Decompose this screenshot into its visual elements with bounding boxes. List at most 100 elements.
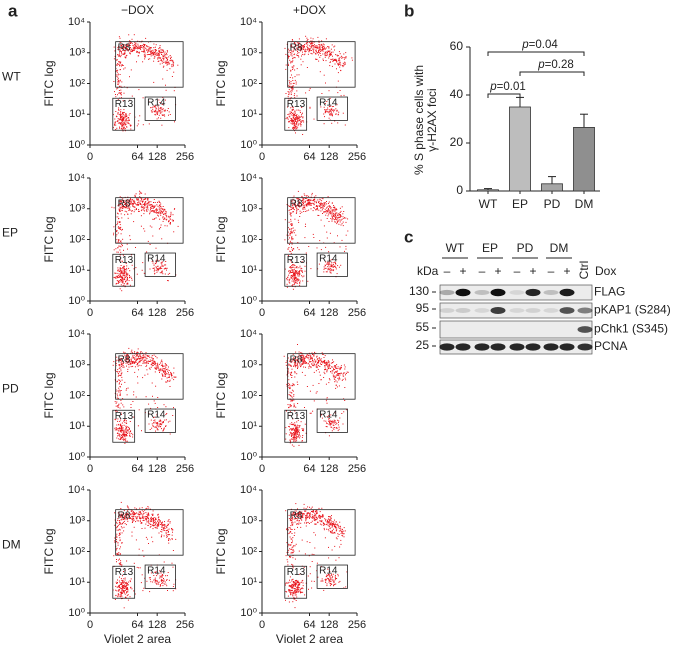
panel-label: c [404, 227, 413, 246]
event-dot [288, 221, 290, 223]
event-dot [138, 45, 140, 47]
event-dot [333, 242, 335, 244]
event-dot [132, 202, 134, 204]
event-dot [169, 68, 171, 70]
event-dot [154, 426, 156, 428]
event-dot [308, 42, 310, 44]
event-dot [123, 530, 125, 532]
event-dot [289, 240, 291, 242]
event-dot [290, 229, 292, 231]
event-dot [120, 206, 122, 208]
event-dot [135, 353, 137, 355]
event-dot [323, 44, 325, 46]
event-dot [132, 518, 134, 520]
event-dot [138, 357, 140, 359]
event-dot [295, 351, 297, 353]
event-dot [292, 40, 294, 42]
event-dot [333, 109, 335, 111]
event-dot [163, 65, 165, 67]
event-dot [153, 270, 155, 272]
event-dot [125, 425, 127, 427]
event-dot [290, 387, 291, 389]
event-dot [331, 215, 333, 217]
event-dot [335, 366, 337, 368]
gate-label: R8 [118, 510, 131, 521]
event-dot [123, 270, 125, 272]
event-dot [149, 58, 151, 60]
event-dot [124, 116, 126, 118]
event-dot [331, 525, 333, 527]
event-dot [127, 591, 129, 593]
event-dot [324, 112, 326, 114]
event-dot [296, 439, 298, 441]
event-dot [293, 264, 295, 266]
event-dot [171, 529, 173, 531]
event-dot [120, 375, 122, 377]
event-dot [124, 122, 126, 124]
event-dot [335, 387, 337, 389]
event-dot [129, 113, 131, 114]
event-dot [117, 586, 119, 588]
event-dot [293, 209, 295, 211]
event-dot [313, 355, 315, 357]
event-dot [119, 123, 121, 125]
event-dot [156, 54, 158, 56]
event-dot [155, 267, 157, 269]
event-dot [136, 125, 138, 127]
event-dot [298, 118, 300, 120]
event-dot [165, 381, 167, 383]
event-dot [115, 94, 116, 95]
event-dot [136, 353, 138, 355]
event-dot [297, 273, 299, 275]
event-dot [153, 211, 155, 213]
event-dot [291, 444, 293, 446]
event-dot [339, 61, 341, 63]
event-dot [291, 201, 293, 203]
event-dot [170, 59, 172, 61]
event-dot [148, 46, 150, 48]
event-dot [118, 80, 120, 82]
event-dot [122, 581, 124, 583]
event-dot [331, 114, 333, 116]
event-dot [122, 124, 124, 126]
event-dot [131, 531, 133, 533]
event-dot [172, 64, 174, 66]
event-dot [161, 271, 163, 273]
gate-label: R13 [287, 99, 306, 110]
event-dot [161, 107, 163, 109]
event-dot [161, 268, 163, 269]
event-dot [318, 358, 320, 360]
event-dot [292, 120, 294, 121]
event-dot [289, 442, 291, 444]
event-dot [295, 359, 297, 361]
event-dot [332, 109, 334, 111]
event-dot [332, 211, 333, 213]
event-dot [310, 357, 312, 359]
event-dot [123, 120, 125, 122]
event-dot [332, 206, 334, 208]
event-dot [320, 219, 322, 221]
event-dot [329, 422, 331, 424]
event-dot [294, 96, 296, 98]
event-dot [169, 63, 171, 65]
event-dot [301, 270, 303, 272]
event-dot [159, 570, 161, 572]
event-dot [287, 52, 289, 54]
event-dot [292, 50, 294, 52]
event-dot [293, 204, 295, 205]
event-dot [164, 581, 166, 583]
event-dot [320, 106, 322, 108]
event-dot [151, 513, 153, 515]
event-dot [166, 215, 168, 217]
event-dot [161, 211, 163, 213]
event-dot [128, 42, 130, 44]
event-dot [117, 212, 118, 214]
event-dot [304, 265, 306, 267]
event-dot [131, 210, 133, 212]
event-dot [344, 57, 346, 59]
event-dot [114, 524, 116, 526]
event-dot [171, 375, 173, 376]
y-tick-label: 10⁴ [240, 16, 257, 28]
event-dot [295, 436, 297, 438]
event-dot [159, 51, 161, 53]
